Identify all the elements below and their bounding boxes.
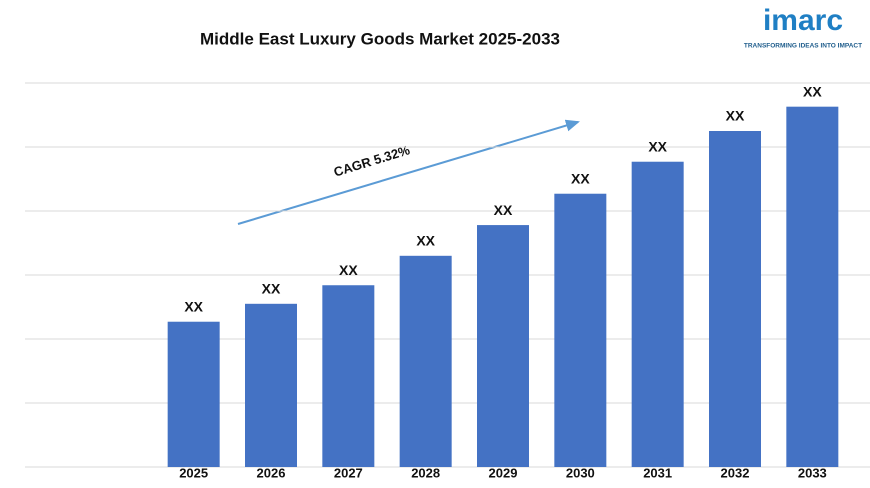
- bar: [322, 285, 375, 467]
- x-tick-label: 2032: [721, 465, 750, 480]
- annotation: CAGR 5.32%: [332, 142, 412, 179]
- data-label: XX: [494, 202, 513, 218]
- bar: [786, 106, 839, 468]
- x-tick-label: 2030: [566, 465, 595, 480]
- bar: [554, 193, 607, 467]
- logo: imarc: [763, 4, 843, 37]
- data-label: XX: [571, 170, 590, 186]
- x-tick-label: 2025: [179, 465, 208, 480]
- x-tick-label: 2033: [798, 465, 827, 480]
- x-tick-label: 2027: [334, 465, 363, 480]
- data-label: XX: [262, 281, 281, 297]
- data-label: XX: [726, 108, 745, 124]
- data-label: XX: [339, 262, 358, 278]
- x-tick-label: 2028: [411, 465, 440, 480]
- data-label: XX: [184, 298, 203, 314]
- bar: [399, 255, 452, 467]
- chart-title: Middle East Luxury Goods Market 2025-203…: [200, 29, 560, 48]
- logo-tagline: TRANSFORMING IDEAS INTO IMPACT: [744, 43, 862, 50]
- cagr-arrow: [237, 119, 580, 225]
- data-label: XX: [416, 233, 435, 249]
- x-tick-label: 2026: [257, 465, 286, 480]
- bar: [631, 161, 684, 467]
- bar: [477, 225, 529, 467]
- x-tick-label: 2029: [489, 465, 518, 480]
- data-label: XX: [648, 138, 667, 154]
- bar: [709, 131, 761, 467]
- bar: [245, 303, 297, 467]
- data-label: XX: [803, 83, 822, 99]
- x-tick-label: 2031: [643, 465, 672, 480]
- bar: [167, 321, 220, 467]
